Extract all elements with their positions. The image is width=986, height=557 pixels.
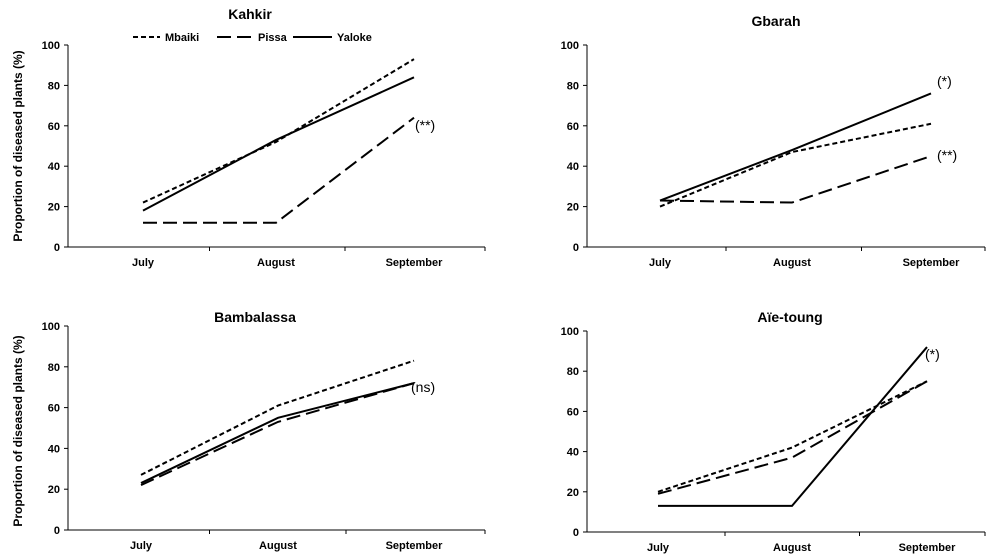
y-tick-label: 80 [567,80,579,92]
x-tick-label: September [903,257,961,269]
y-tick-label: 60 [48,121,60,133]
panel-bambalassa: Bambalassa Proportion of diseased plants… [11,309,435,527]
significance-note-pissa: (**) [937,147,957,163]
series-line-mbaiki [659,122,932,208]
y-tick-label: 40 [48,443,60,455]
plot-area-gbarah: 0 20 40 60 80 100 July August September [561,40,986,269]
x-tick-label: July [132,257,155,269]
series-line-mbaiki [657,380,928,493]
y-tick-label: 0 [54,242,60,254]
x-tick-label: August [259,540,297,552]
panel-aie-toung: Aïe-toung (*) [757,309,939,362]
legend-label-pissa: Pissa [258,32,288,44]
panel-title: Kahkir [228,6,272,22]
legend-label-yaloke: Yaloke [337,32,372,44]
series-line-yaloke [659,92,932,202]
x-tick-label: September [386,257,444,269]
plot-area-kahkir: 0 20 40 60 80 100 July August September [42,40,486,269]
legend-item-mbaiki: Mbaiki [133,32,199,44]
y-tick-label: 100 [561,40,579,52]
significance-note-yaloke: (*) [937,73,952,89]
panel-gbarah: Gbarah (*) (**) [751,13,957,163]
y-tick-label: 80 [48,80,60,92]
plot-area-bambalassa: 0 20 40 60 80 100 July August September [42,321,486,552]
series-line-pissa [657,380,928,495]
series-line-yaloke [140,382,415,484]
plot-area-a-e-toung: 0 20 40 60 80 100 July August September [561,326,986,554]
y-tick-label: 40 [48,161,60,173]
y-tick-label: 20 [567,487,579,499]
y-tick-label: 100 [561,326,579,338]
legend-label-mbaiki: Mbaiki [165,32,199,44]
series-line-yaloke [658,346,928,507]
x-tick-label: September [899,542,957,554]
series-line-yaloke [142,76,415,212]
y-tick-label: 0 [573,527,579,539]
series-line-pissa [140,382,415,487]
panel-title: Bambalassa [214,309,296,325]
x-tick-label: July [647,542,670,554]
panel-title: Aïe-toung [757,309,822,325]
significance-note: (**) [415,117,435,133]
y-tick-label: 100 [42,40,60,52]
panel-kahkir: Kahkir Proportion of diseased plants (%)… [11,6,435,242]
legend-item-yaloke: Yaloke [293,32,372,44]
significance-note: (*) [925,346,940,362]
x-tick-label: September [386,540,444,552]
x-tick-label: August [773,257,811,269]
y-tick-label: 80 [567,366,579,378]
y-tick-label: 40 [567,161,579,173]
series-line-mbaiki [140,359,415,476]
x-tick-label: July [130,540,153,552]
y-tick-label: 40 [567,447,579,459]
y-tick-label: 0 [54,525,60,537]
series-line-pissa [659,155,932,204]
y-tick-label: 0 [573,242,579,254]
legend: Mbaiki Pissa Yaloke [133,32,372,44]
y-tick-label: 20 [48,202,60,214]
series-line-pissa [143,116,415,224]
y-tick-label: 60 [567,121,579,133]
series-line-mbaiki [142,58,415,204]
y-tick-label: 100 [42,321,60,333]
y-axis-label: Proportion of diseased plants (%) [11,335,25,526]
y-tick-label: 20 [48,484,60,496]
x-tick-label: August [257,257,295,269]
x-tick-label: July [649,257,672,269]
legend-item-pissa: Pissa [217,32,288,44]
y-tick-label: 60 [48,403,60,415]
y-axis-label: Proportion of diseased plants (%) [11,50,25,241]
significance-note: (ns) [411,379,435,395]
x-tick-label: August [773,542,811,554]
panel-title: Gbarah [751,13,800,29]
y-tick-label: 80 [48,362,60,374]
y-tick-label: 60 [567,406,579,418]
y-tick-label: 20 [567,202,579,214]
